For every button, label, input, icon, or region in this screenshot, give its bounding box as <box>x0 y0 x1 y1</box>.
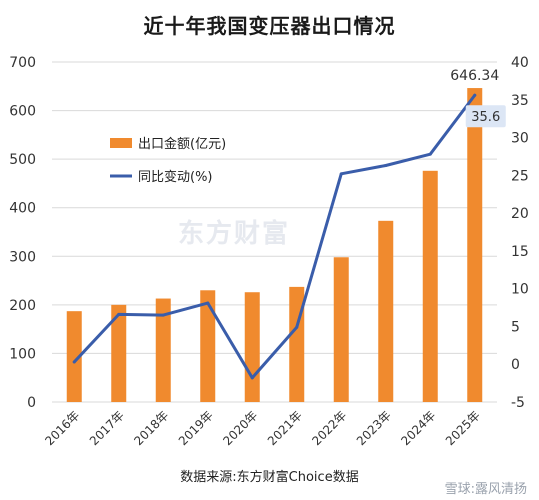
bar-value-label: 646.34 <box>450 68 499 84</box>
legend-bar-label: 出口金额(亿元) <box>138 136 226 152</box>
y-right-tick-label: 25 <box>511 168 529 184</box>
source-note: 数据来源:东方财富Choice数据 <box>180 470 359 485</box>
y-right-tick-label: 30 <box>511 131 529 147</box>
y-left-tick-label: 400 <box>9 201 36 217</box>
x-tick-label: 2021年 <box>265 408 305 448</box>
x-tick-label: 2025年 <box>443 408 483 448</box>
y-left-tick-label: 200 <box>9 298 36 314</box>
y-left-tick-label: 600 <box>9 104 36 120</box>
watermark-text: 东方财富 <box>178 219 291 249</box>
y-left-tick-label: 100 <box>9 346 36 362</box>
y-left-tick-label: 300 <box>9 249 36 265</box>
bar <box>111 304 127 402</box>
bar <box>422 170 438 402</box>
bar <box>333 257 349 402</box>
x-tick-label: 2023年 <box>354 408 394 448</box>
line-point <box>250 376 254 380</box>
line-point <box>295 325 299 329</box>
bar <box>200 290 216 402</box>
x-tick-label: 2024年 <box>398 408 438 448</box>
line-point <box>72 360 76 364</box>
x-tick-label: 2020年 <box>220 408 260 448</box>
y-right-tick-label: 20 <box>511 206 529 222</box>
y-right-tick-label: 15 <box>511 244 529 260</box>
line-point <box>339 172 343 176</box>
y-right-tick-label: 35 <box>511 93 529 109</box>
y-left-tick-label: 700 <box>9 55 36 71</box>
legend-line-label: 同比变动(%) <box>138 169 213 185</box>
line-point <box>473 93 477 97</box>
legend-bar-swatch <box>110 138 132 148</box>
x-tick-label: 2019年 <box>176 408 216 448</box>
y-left-tick-label: 0 <box>27 395 36 411</box>
line-point <box>161 313 165 317</box>
corner-watermark: 雪球:露风清扬 <box>444 482 527 497</box>
line-value-label: 35.6 <box>471 110 500 125</box>
x-tick-label: 2016年 <box>42 408 82 448</box>
x-tick-label: 2022年 <box>309 408 349 448</box>
line-point <box>384 164 388 168</box>
y-right-tick-label: -5 <box>511 395 525 411</box>
y-right-tick-label: 0 <box>511 357 520 373</box>
y-right-tick-label: 40 <box>511 55 529 71</box>
x-tick-label: 2017年 <box>87 408 127 448</box>
chart-title: 近十年我国变压器出口情况 <box>143 14 396 38</box>
line-point <box>117 312 121 316</box>
x-tick-label: 2018年 <box>131 408 171 448</box>
bar <box>244 292 260 402</box>
y-left-tick-label: 500 <box>9 152 36 168</box>
line-callout-box <box>465 105 506 128</box>
bar <box>66 311 82 402</box>
y-right-tick-label: 10 <box>511 282 529 298</box>
line-point <box>428 152 432 156</box>
line-point <box>206 301 210 305</box>
bar <box>378 220 394 402</box>
line-series <box>72 93 477 380</box>
y-right-tick-label: 5 <box>511 319 520 335</box>
bar <box>467 88 483 403</box>
bar <box>155 298 171 402</box>
